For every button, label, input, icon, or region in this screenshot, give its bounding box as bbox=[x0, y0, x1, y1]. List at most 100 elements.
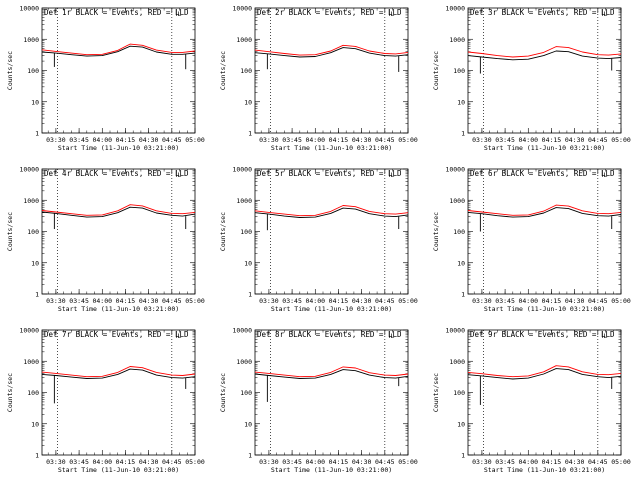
y-tick-label: 100 bbox=[240, 67, 252, 75]
y-tick-label: 1000 bbox=[236, 358, 252, 366]
x-tick-label: 04:30 bbox=[352, 458, 372, 466]
chart-title: Det 6r BLACK = Events, RED = LLD bbox=[470, 169, 615, 178]
x-tick-label: 04:45 bbox=[375, 458, 395, 466]
y-tick-label: 10000 bbox=[19, 327, 39, 335]
y-tick-label: 100 bbox=[240, 389, 252, 397]
y-tick-label: 1000 bbox=[449, 358, 465, 366]
y-tick-label: 10000 bbox=[19, 5, 39, 13]
y-tick-label: 10 bbox=[457, 420, 465, 428]
y-axis-label: Counts/sec bbox=[6, 51, 14, 90]
y-axis-label: Counts/sec bbox=[6, 373, 14, 412]
y-tick-label: 10000 bbox=[232, 166, 252, 174]
y-axis-label: Counts/sec bbox=[219, 51, 227, 90]
x-tick-label: 04:45 bbox=[588, 458, 608, 466]
x-tick-label: 04:00 bbox=[92, 136, 112, 144]
marker-label: L bbox=[177, 171, 181, 179]
x-tick-label: 04:00 bbox=[305, 297, 325, 305]
x-tick-label: 05:00 bbox=[185, 458, 205, 466]
x-tick-label: 05:00 bbox=[185, 136, 205, 144]
x-tick-label: 04:15 bbox=[329, 458, 349, 466]
y-tick-label: 1 bbox=[461, 130, 465, 138]
x-tick-label: 04:00 bbox=[92, 297, 112, 305]
y-tick-label: 100 bbox=[453, 228, 465, 236]
y-tick-label: 10 bbox=[31, 259, 39, 267]
x-axis-label: Start Time (11-Jun-10 03:21:00) bbox=[58, 466, 179, 474]
chart-title: Det 1r BLACK = Events, RED = LLD bbox=[44, 8, 189, 17]
series-line-lld bbox=[41, 366, 196, 378]
x-tick-label: 04:00 bbox=[518, 297, 538, 305]
x-tick-label: 04:00 bbox=[518, 458, 538, 466]
x-tick-label: 04:45 bbox=[588, 136, 608, 144]
x-tick-label: 03:45 bbox=[69, 136, 89, 144]
x-tick-label: 05:00 bbox=[611, 297, 631, 305]
x-axis-label: Start Time (11-Jun-10 03:21:00) bbox=[58, 305, 179, 313]
y-tick-label: 10 bbox=[244, 98, 252, 106]
chart-title: Det 2r BLACK = Events, RED = LLD bbox=[257, 8, 402, 17]
marker-label: L bbox=[390, 10, 394, 18]
y-tick-label: 10 bbox=[244, 420, 252, 428]
x-tick-label: 03:45 bbox=[495, 136, 515, 144]
series-line-lld bbox=[254, 366, 409, 378]
x-axis-label: Start Time (11-Jun-10 03:21:00) bbox=[58, 144, 179, 152]
x-tick-label: 04:45 bbox=[375, 136, 395, 144]
y-tick-label: 10000 bbox=[445, 5, 465, 13]
x-tick-label: 04:00 bbox=[305, 458, 325, 466]
y-tick-label: 10000 bbox=[232, 327, 252, 335]
x-tick-label: 04:00 bbox=[92, 458, 112, 466]
series-line-lld bbox=[467, 204, 622, 216]
y-axis-label: Counts/sec bbox=[6, 212, 14, 251]
series-line-lld bbox=[254, 205, 409, 217]
series-line-events bbox=[254, 207, 409, 218]
y-tick-label: 1000 bbox=[449, 36, 465, 44]
marker-label: L bbox=[177, 332, 181, 340]
chart-panel-6: Det 6r BLACK = Events, RED = LLD 1 10 100 10… bbox=[432, 166, 631, 314]
x-tick-label: 04:00 bbox=[305, 136, 325, 144]
y-tick-label: 1 bbox=[248, 452, 252, 460]
x-tick-label: 04:00 bbox=[518, 136, 538, 144]
x-tick-label: 03:45 bbox=[69, 297, 89, 305]
y-tick-label: 10 bbox=[244, 259, 252, 267]
y-tick-label: 100 bbox=[27, 67, 39, 75]
x-tick-label: 03:45 bbox=[282, 297, 302, 305]
chart-panel-2: Det 2r BLACK = Events, RED = LLD 1 10 100 10… bbox=[219, 5, 418, 153]
y-tick-label: 1 bbox=[35, 130, 39, 138]
x-tick-label: 04:15 bbox=[116, 458, 136, 466]
y-tick-label: 10 bbox=[31, 98, 39, 106]
x-axis-label: Start Time (11-Jun-10 03:21:00) bbox=[271, 144, 392, 152]
x-tick-label: 03:30 bbox=[259, 136, 279, 144]
chart-title: Det 3r BLACK = Events, RED = LLD bbox=[470, 8, 615, 17]
series-line-events bbox=[467, 50, 622, 61]
y-tick-label: 10 bbox=[457, 98, 465, 106]
x-tick-label: 04:45 bbox=[375, 297, 395, 305]
y-axis-label: Counts/sec bbox=[219, 212, 227, 251]
x-tick-label: 03:45 bbox=[282, 458, 302, 466]
y-axis-label: Counts/sec bbox=[432, 212, 440, 251]
x-axis-label: Start Time (11-Jun-10 03:21:00) bbox=[271, 466, 392, 474]
series-line-events bbox=[41, 45, 196, 57]
x-tick-label: 04:30 bbox=[139, 136, 159, 144]
x-tick-label: 04:30 bbox=[565, 458, 585, 466]
x-tick-label: 03:45 bbox=[495, 297, 515, 305]
x-tick-label: 04:30 bbox=[139, 297, 159, 305]
x-tick-label: 05:00 bbox=[398, 297, 418, 305]
x-tick-label: 04:15 bbox=[542, 136, 562, 144]
y-tick-label: 10000 bbox=[445, 327, 465, 335]
x-tick-label: 04:15 bbox=[116, 136, 136, 144]
chart-panel-3: Det 3r BLACK = Events, RED = LLD 1 10 100 10… bbox=[432, 5, 631, 153]
marker-label: L bbox=[603, 10, 607, 18]
x-tick-label: 03:30 bbox=[472, 136, 492, 144]
marker-label: L bbox=[390, 171, 394, 179]
y-tick-label: 1000 bbox=[236, 36, 252, 44]
y-tick-label: 100 bbox=[453, 389, 465, 397]
x-tick-label: 03:30 bbox=[46, 136, 66, 144]
chart-panel-7: Det 7r BLACK = Events, RED = LLD 1 10 100 10… bbox=[6, 327, 205, 475]
series-line-events bbox=[41, 206, 196, 218]
y-tick-label: 100 bbox=[453, 67, 465, 75]
x-tick-label: 03:45 bbox=[69, 458, 89, 466]
chart-title: Det 4r BLACK = Events, RED = LLD bbox=[44, 169, 189, 178]
x-tick-label: 05:00 bbox=[398, 458, 418, 466]
x-axis-label: Start Time (11-Jun-10 03:21:00) bbox=[484, 305, 605, 313]
series-line-events bbox=[254, 47, 409, 58]
